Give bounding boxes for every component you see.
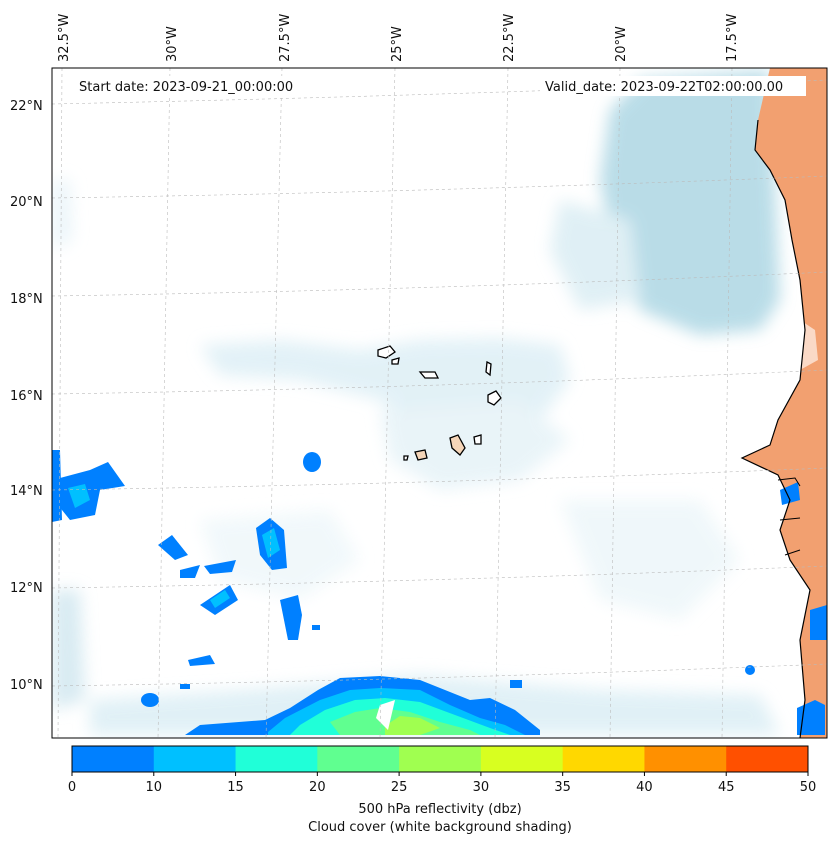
african-coastline	[740, 119, 811, 738]
colorbar-tick-label: 25	[391, 780, 408, 795]
colorbar-cell	[317, 746, 400, 772]
colorbar-cells	[72, 746, 809, 772]
colorbar-cell	[72, 746, 155, 772]
lon-label: 30°W	[165, 26, 180, 62]
colorbar-cell	[153, 746, 237, 772]
cape-verde-islands	[377, 345, 502, 461]
colorbar-subtitle: Cloud cover (white background shading)	[308, 820, 572, 835]
lat-label: 18°N	[10, 292, 43, 307]
map-frame	[51, 67, 828, 739]
colorbar-frame	[71, 745, 809, 773]
colorbar-tick-label: 0	[68, 780, 76, 795]
lat-label: 20°N	[10, 195, 43, 210]
colorbar-tick-label: 15	[227, 780, 244, 795]
colorbar-ticks: 0 10 15 20 25 30 35 40 45 50	[68, 772, 816, 795]
colorbar-tick-label: 20	[309, 780, 326, 795]
valid-date-text: Valid_date: 2023-09-22T02:00:00.00	[545, 80, 783, 95]
colorbar-cell	[399, 746, 482, 772]
colorbar-cell	[644, 746, 727, 772]
colorbar-cell	[480, 746, 564, 772]
longitude-labels: 32.5°W 30°W 27.5°W 25°W 22.5°W 20°W 17.5…	[57, 14, 740, 62]
lon-label: 20°W	[614, 26, 629, 62]
colorbar-tick-label: 10	[146, 780, 163, 795]
colorbar-cell	[726, 746, 809, 772]
colorbar-cell	[562, 746, 645, 772]
map-gridlines	[52, 68, 827, 738]
colorbar: 0 10 15 20 25 30 35 40 45 50 500 hPa reflectivity…	[68, 745, 816, 835]
colorbar-tick-label: 45	[718, 780, 735, 795]
lat-label: 12°N	[10, 581, 43, 596]
valid-date-box: Valid_date: 2023-09-22T02:00:00.00	[540, 76, 806, 96]
start-date-text: Start date: 2023-09-21_00:00:00	[79, 80, 293, 95]
lon-label: 32.5°W	[57, 14, 72, 62]
colorbar-tick-label: 50	[800, 780, 817, 795]
lat-label: 10°N	[10, 678, 43, 693]
colorbar-tick-label: 40	[636, 780, 653, 795]
colorbar-tick-label: 35	[554, 780, 571, 795]
coast-detail-gambia	[777, 477, 801, 556]
latitude-labels: 22°N 20°N 18°N 16°N 14°N 12°N 10°N	[10, 99, 43, 693]
colorbar-cell	[235, 746, 318, 772]
reflectivity-contours	[52, 450, 827, 735]
colorbar-tick-label: 30	[473, 780, 490, 795]
lon-label: 27.5°W	[278, 14, 293, 62]
lon-label: 25°W	[390, 26, 405, 62]
colorbar-title: 500 hPa reflectivity (dbz)	[358, 802, 521, 817]
lon-label: 22.5°W	[502, 14, 517, 62]
africa-land	[742, 68, 827, 738]
start-date-box: Start date: 2023-09-21_00:00:00	[74, 76, 314, 96]
lon-label: 17.5°W	[725, 14, 740, 62]
lat-label: 16°N	[10, 389, 43, 404]
lat-label: 22°N	[10, 99, 43, 114]
map-panel: Start date: 2023-09-21_00:00:00 Valid_da…	[52, 68, 827, 738]
lat-label: 14°N	[10, 484, 43, 499]
